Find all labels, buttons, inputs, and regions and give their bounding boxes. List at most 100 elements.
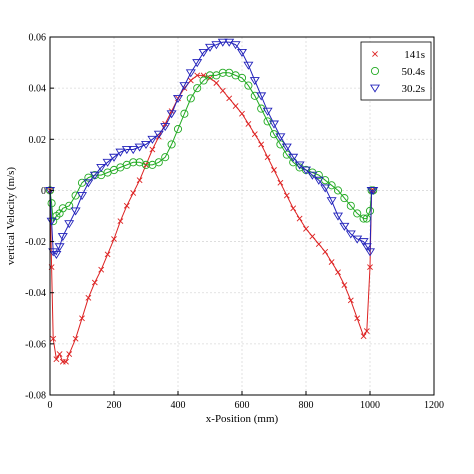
- data-point: [347, 297, 354, 304]
- x-tick-label: 1000: [360, 400, 380, 411]
- data-point: [194, 72, 201, 79]
- data-point: [251, 131, 258, 138]
- data-point: [367, 264, 373, 271]
- data-point: [211, 41, 222, 50]
- legend-label: 141s: [404, 49, 425, 61]
- data-point: [117, 218, 124, 225]
- data-point: [141, 160, 151, 169]
- data-point: [333, 186, 343, 195]
- data-point: [98, 266, 105, 273]
- data-point: [134, 143, 145, 152]
- data-point: [192, 59, 203, 68]
- x-tick-label: 0: [48, 400, 53, 411]
- data-point: [307, 171, 318, 180]
- data-point: [213, 80, 220, 86]
- y-tick-label: -0.08: [25, 391, 46, 402]
- data-point: [96, 164, 107, 173]
- data-point: [219, 87, 226, 94]
- data-point: [149, 146, 156, 153]
- data-point: [365, 206, 375, 215]
- data-point: [172, 94, 184, 104]
- data-point: [364, 248, 376, 257]
- data-point: [153, 130, 164, 139]
- data-point: [264, 154, 271, 161]
- data-point: [70, 207, 81, 216]
- x-tick-label: 200: [107, 400, 122, 411]
- data-point: [244, 81, 253, 90]
- data-point: [140, 141, 152, 150]
- data-point: [179, 82, 190, 91]
- data-point: [277, 179, 284, 186]
- legend: 141s 50.4s 30.2s: [360, 41, 432, 101]
- data-point: [303, 225, 309, 232]
- x-tick-label: 600: [235, 400, 250, 411]
- data-point: [111, 236, 117, 242]
- data-point: [121, 146, 132, 155]
- data-point: [83, 179, 94, 188]
- data-point: [47, 199, 56, 208]
- data-point: [353, 209, 362, 218]
- data-point: [341, 282, 348, 288]
- data-point: [205, 71, 215, 80]
- y-tick-label: -0.02: [25, 237, 46, 248]
- y-tick-label: 0.02: [29, 135, 47, 146]
- data-point: [161, 153, 170, 162]
- data-point: [57, 233, 68, 242]
- data-point: [346, 201, 355, 210]
- legend-label: 50.4s: [401, 66, 425, 78]
- data-point: [63, 358, 69, 365]
- data-point: [85, 294, 92, 301]
- data-point: [147, 135, 158, 144]
- data-point: [239, 110, 245, 117]
- data-point: [217, 38, 228, 47]
- data-point: [288, 153, 299, 162]
- data-point: [48, 248, 59, 257]
- data-point: [173, 125, 183, 134]
- data-point: [315, 241, 322, 248]
- data-point: [237, 73, 247, 82]
- data-point: [154, 158, 163, 167]
- data-point: [104, 251, 111, 258]
- legend-marker: [372, 51, 378, 57]
- legend-marker: [370, 66, 380, 76]
- data-point: [180, 109, 189, 118]
- y-axis-label: vertical Velocity (m/s): [5, 167, 17, 265]
- data-point: [108, 153, 120, 162]
- data-point: [79, 315, 85, 322]
- data-point: [115, 148, 126, 157]
- data-point: [65, 201, 74, 210]
- data-point: [296, 215, 303, 222]
- data-point: [224, 38, 235, 47]
- data-point: [230, 41, 241, 50]
- data-point: [53, 356, 60, 363]
- data-point: [245, 121, 252, 127]
- y-tick-label: 0: [41, 186, 46, 197]
- data-point: [199, 76, 208, 85]
- x-tick-label: 1200: [424, 400, 444, 411]
- data-point: [358, 238, 369, 247]
- data-point: [275, 133, 286, 142]
- series-line: [49, 72, 374, 223]
- data-point: [91, 279, 98, 286]
- data-point: [129, 158, 138, 167]
- x-tick-label: 400: [171, 400, 186, 411]
- legend-label: 30.2s: [401, 83, 425, 95]
- data-point: [290, 205, 297, 212]
- data-point: [218, 68, 227, 77]
- data-point: [361, 243, 372, 252]
- y-tick-label: 0.04: [29, 84, 47, 95]
- data-point: [309, 233, 316, 240]
- data-point: [64, 220, 75, 229]
- data-point: [294, 161, 305, 170]
- data-point: [56, 351, 63, 358]
- data-point: [352, 235, 363, 244]
- y-tick-label: -0.06: [25, 339, 46, 350]
- data-point: [335, 269, 341, 276]
- tick-labels: 0 200 400 600 800 1000 1200 0.06 0.04 0.02 0 -0.02 -…: [25, 33, 444, 412]
- data-point: [340, 194, 349, 203]
- y-tick-label: -0.04: [25, 288, 46, 299]
- data-point: [102, 158, 113, 167]
- data-point: [368, 187, 379, 196]
- data-point: [193, 84, 202, 93]
